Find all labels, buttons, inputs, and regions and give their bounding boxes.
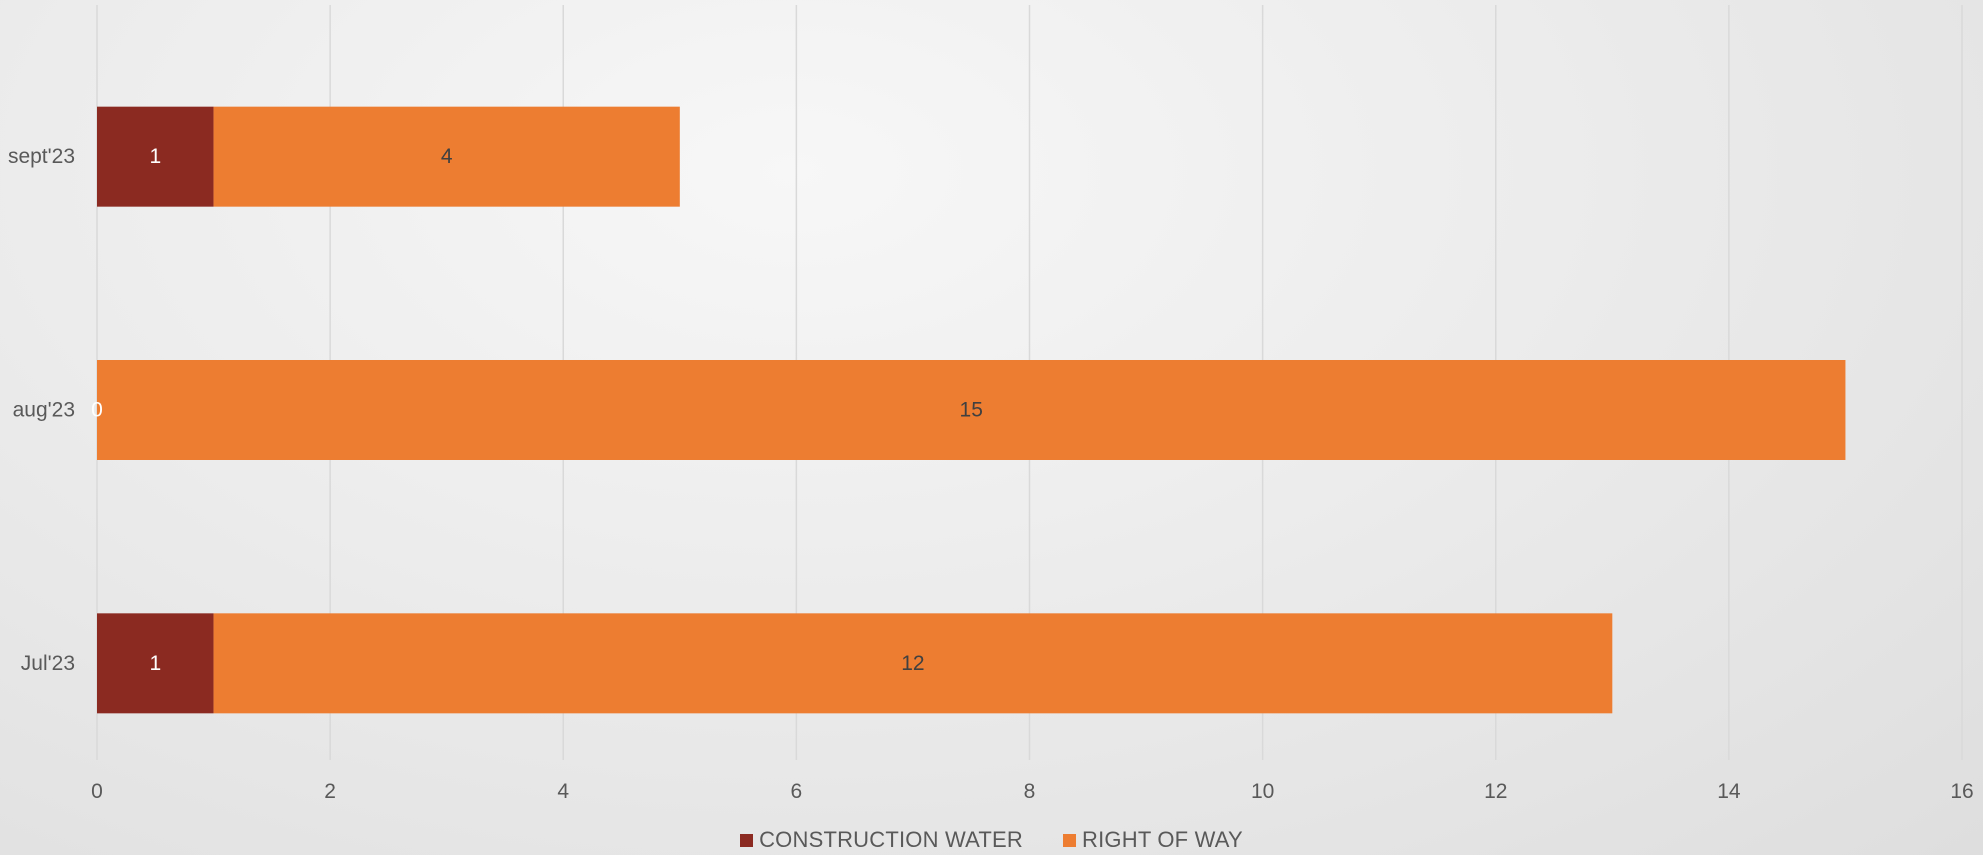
bar-construction-water-jul-23[interactable] bbox=[97, 613, 214, 714]
y-tick-label-sept-23: sept'23 bbox=[8, 145, 75, 168]
x-tick-label-6: 6 bbox=[791, 780, 803, 803]
x-tick-label-8: 8 bbox=[1024, 780, 1036, 803]
data-labels: 1 12 0 15 1 4 bbox=[91, 145, 983, 675]
legend-item-right-of-way[interactable]: RIGHT OF WAY bbox=[1063, 827, 1243, 853]
x-tick-label-0: 0 bbox=[91, 780, 103, 803]
data-label-right-of-way-sept-23: 4 bbox=[441, 145, 453, 168]
x-tick-label-16: 16 bbox=[1950, 780, 1973, 803]
legend-swatch-construction-water bbox=[740, 833, 754, 847]
data-label-construction-water-aug-23: 0 bbox=[91, 399, 103, 422]
bar-right-of-way-jul-23[interactable] bbox=[213, 613, 1613, 714]
y-tick-label-jul-23: Jul'23 bbox=[21, 652, 75, 675]
y-axis-labels: Jul'23 aug'23 sept'23 bbox=[8, 145, 75, 675]
x-tick-label-12: 12 bbox=[1484, 780, 1507, 803]
data-label-construction-water-sept-23: 1 bbox=[149, 145, 161, 168]
bar-right-of-way-aug-23[interactable] bbox=[97, 360, 1846, 460]
x-tick-label-4: 4 bbox=[557, 780, 569, 803]
y-tick-label-aug-23: aug'23 bbox=[13, 399, 75, 422]
x-tick-label-2: 2 bbox=[324, 780, 336, 803]
data-label-right-of-way-aug-23: 15 bbox=[960, 399, 983, 422]
legend: CONSTRUCTION WATER RIGHT OF WAY bbox=[0, 826, 1983, 854]
data-label-construction-water-jul-23: 1 bbox=[149, 652, 161, 675]
legend-swatch-right-of-way bbox=[1063, 833, 1077, 847]
legend-item-construction-water[interactable]: CONSTRUCTION WATER bbox=[740, 827, 1023, 853]
bar-construction-water-sept-23[interactable] bbox=[97, 106, 214, 207]
bar-right-of-way-sept-23[interactable] bbox=[213, 106, 680, 207]
bars bbox=[97, 106, 1846, 714]
x-tick-label-14: 14 bbox=[1717, 780, 1741, 803]
legend-label-construction-water: CONSTRUCTION WATER bbox=[759, 827, 1024, 852]
legend-label-right-of-way: RIGHT OF WAY bbox=[1082, 827, 1243, 852]
data-label-right-of-way-jul-23: 12 bbox=[901, 652, 924, 675]
x-tick-label-10: 10 bbox=[1251, 780, 1274, 803]
x-axis-ticks: 0 2 4 6 8 10 12 14 16 bbox=[91, 780, 1974, 803]
